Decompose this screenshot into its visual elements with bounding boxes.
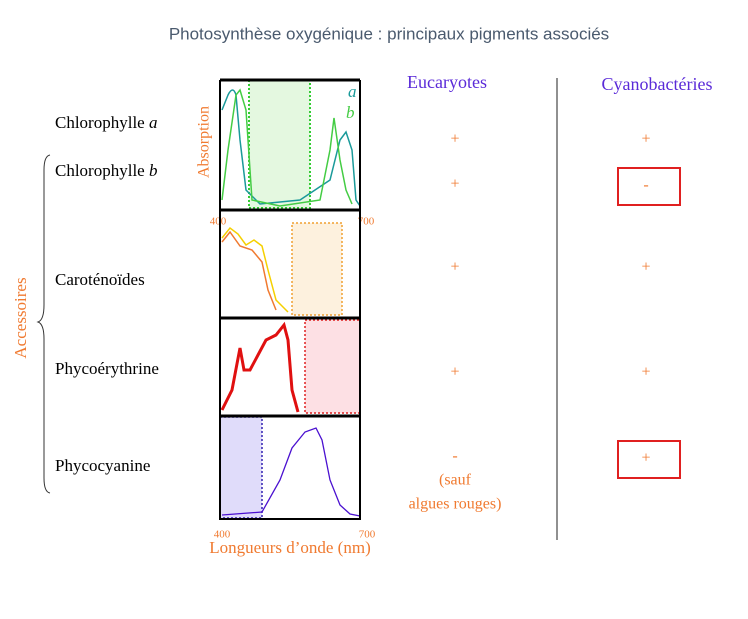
window	[304, 319, 361, 414]
cell: +	[450, 364, 459, 381]
curve-carotenoid	[221, 226, 289, 313]
x-axis-label: Longueurs d’onde (nm)	[209, 538, 370, 557]
legend-label: a	[348, 82, 357, 101]
highlight-box	[617, 167, 681, 206]
cell: +	[641, 450, 650, 467]
name: Chlorophylle	[55, 161, 145, 180]
cell: +	[641, 131, 650, 148]
legend-label: b	[346, 103, 355, 122]
brace	[36, 154, 51, 494]
window	[291, 222, 343, 316]
curve-chl-b	[221, 88, 353, 207]
panel-frames	[219, 78, 361, 520]
y-axis-label: Absorption	[196, 106, 213, 178]
curve-carotenoid	[221, 230, 277, 311]
cyanobacteria-values: + - + + +	[641, 131, 650, 467]
column-header: Eucaryotes	[407, 72, 487, 92]
note: algues rouges)	[409, 496, 502, 513]
pigment-name: Caroténoïdes	[55, 270, 145, 289]
cell: -	[643, 177, 648, 194]
curve-phycocyanin	[221, 427, 361, 517]
pigment-name: Phycocyanine	[55, 456, 150, 475]
variant: a	[149, 113, 158, 132]
x-max-label: 700	[358, 216, 375, 228]
pigment-name: Chlorophylle a	[55, 113, 157, 132]
window	[219, 416, 263, 519]
x-min-label: 400	[210, 216, 227, 228]
name: Chlorophylle	[55, 113, 145, 132]
cell: -	[452, 448, 457, 465]
pigment-name: Phycoérythrine	[55, 359, 159, 378]
window	[248, 79, 311, 209]
variant: b	[149, 161, 158, 180]
note: (sauf	[439, 472, 472, 489]
title: Photosynthèse oxygénique : principaux pi…	[169, 24, 609, 43]
pigment-name: Chlorophylle b	[55, 161, 157, 180]
curve-phycoerythrin	[220, 321, 300, 413]
x-min-label: 400	[214, 529, 231, 541]
highlight-box	[617, 440, 681, 479]
eukaryote-values: + + + + - (sauf algues rouges)	[409, 131, 502, 513]
column-header: Cyanobactéries	[602, 74, 713, 94]
group-label: Accessoires	[11, 277, 30, 358]
cell: +	[450, 259, 459, 276]
cell: +	[450, 176, 459, 193]
cell: +	[450, 131, 459, 148]
x-max-label: 700	[359, 529, 376, 541]
cell: +	[641, 259, 650, 276]
cell: +	[641, 364, 650, 381]
